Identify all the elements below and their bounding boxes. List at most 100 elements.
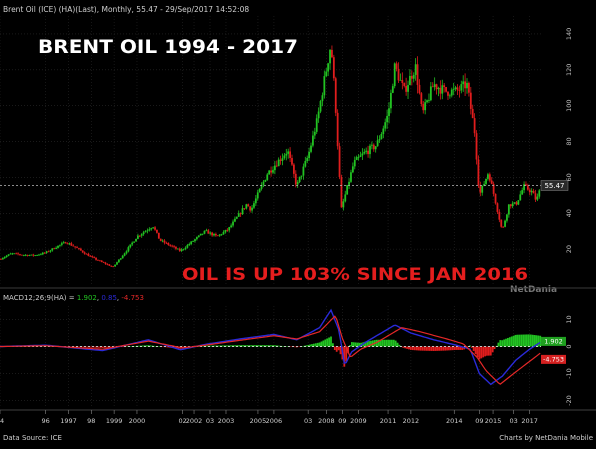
price-candle [201, 233, 204, 235]
price-candle [420, 93, 423, 105]
price-candle [323, 76, 326, 96]
price-candle [98, 260, 101, 262]
price-candle [72, 245, 75, 247]
price-candle [412, 74, 415, 79]
price-candle [350, 172, 352, 182]
price-candle [490, 180, 493, 184]
time-tick-label: 03 [509, 417, 517, 425]
macd-histogram-bar [82, 346, 85, 348]
price-tick-label: 140 [565, 28, 573, 40]
price-candle [291, 157, 293, 165]
macd-histogram-bar [242, 345, 245, 347]
macd-histogram-bar [305, 345, 308, 347]
price-candle [95, 257, 97, 260]
macd-histogram-bar [99, 346, 102, 348]
price-candle [268, 170, 271, 175]
price-candle [302, 166, 305, 176]
price-candle [203, 230, 206, 234]
macd-histogram-bar [430, 346, 433, 351]
price-candle [532, 190, 535, 194]
price-candle [22, 255, 25, 256]
macd-histogram-bar [105, 346, 108, 348]
price-candle [332, 57, 335, 79]
macd-histogram-bar [381, 339, 384, 347]
macd-histogram-bar [520, 334, 523, 347]
macd-histogram-bar [240, 345, 243, 347]
time-tick-label: 2002 [186, 417, 203, 425]
macd-histogram-bar [273, 345, 275, 347]
price-candle [275, 165, 278, 167]
macd-histogram-bar [351, 342, 353, 347]
price-candle [228, 227, 231, 231]
time-tick-label: 02 [178, 417, 186, 425]
macd-histogram-bar [398, 344, 401, 347]
time-tick-label: 2006 [266, 417, 283, 425]
macd-histogram-bar [147, 345, 150, 347]
price-candle [38, 254, 40, 256]
price-candle [498, 211, 501, 220]
price-candle [273, 165, 276, 171]
macd-histogram-bar [482, 346, 485, 358]
macd-histogram-bar [531, 334, 534, 347]
macd-histogram-bar [96, 346, 98, 348]
macd-histogram-bar [379, 339, 382, 347]
macd-histogram-bar [368, 341, 370, 347]
price-candle [254, 198, 257, 204]
price-candle [144, 231, 147, 233]
price-candle [108, 264, 111, 266]
macd-histogram-bar [257, 345, 260, 347]
price-candle [36, 255, 38, 256]
macd-histogram-bar [449, 346, 452, 351]
macd-histogram-bar [352, 342, 355, 347]
price-candle [74, 246, 77, 248]
price-candle [55, 247, 58, 249]
price-candle [380, 133, 383, 140]
price-candle [11, 253, 14, 255]
macd-histogram-bar [231, 345, 233, 347]
macd-histogram-bar [404, 346, 407, 349]
macd-histogram-bar [524, 334, 526, 347]
price-candle [393, 63, 396, 87]
macd-histogram-bar [328, 337, 330, 347]
price-candle [256, 192, 259, 199]
price-candle [169, 244, 172, 246]
macd-histogram-bar [337, 346, 340, 351]
macd-histogram-bar [309, 344, 311, 347]
price-candle [388, 108, 390, 117]
price-candle [119, 258, 122, 260]
price-candle [357, 156, 360, 158]
macd-histogram-bar [478, 346, 481, 360]
macd-histogram-bar [303, 345, 306, 347]
price-candle [418, 84, 421, 94]
price-candle [51, 248, 54, 251]
macd-histogram-bar [411, 346, 414, 351]
macd-histogram-bar [522, 334, 525, 347]
time-axis: 9496199798199920000220020320032005200603… [0, 410, 538, 425]
macd-histogram-bar [343, 346, 346, 367]
price-candle [79, 248, 82, 251]
time-tick-label: 09 [338, 417, 346, 425]
price-candle [235, 216, 238, 219]
macd-line [0, 308, 541, 386]
macd-histogram-bar [101, 346, 104, 348]
macd-histogram-bar [168, 346, 171, 348]
price-candle [325, 71, 328, 77]
price-candle [85, 253, 88, 255]
price-candle [171, 245, 174, 247]
macd-histogram-bar [290, 346, 292, 348]
price-candle [523, 184, 525, 191]
price-candle [195, 237, 198, 240]
price-candle [281, 158, 284, 161]
macd-histogram-bar [489, 346, 492, 356]
macd-histogram-bar [499, 340, 502, 347]
price-candle [226, 229, 229, 231]
macd-histogram-bar [221, 345, 224, 347]
price-candle [317, 111, 320, 119]
price-candle [89, 256, 92, 257]
macd-histogram-bar [539, 335, 542, 347]
price-candle [378, 139, 381, 141]
macd-histogram-bar [508, 337, 511, 347]
price-candle [180, 249, 183, 251]
macd-histogram-bar [510, 336, 513, 347]
macd-histogram-bar [349, 345, 351, 347]
